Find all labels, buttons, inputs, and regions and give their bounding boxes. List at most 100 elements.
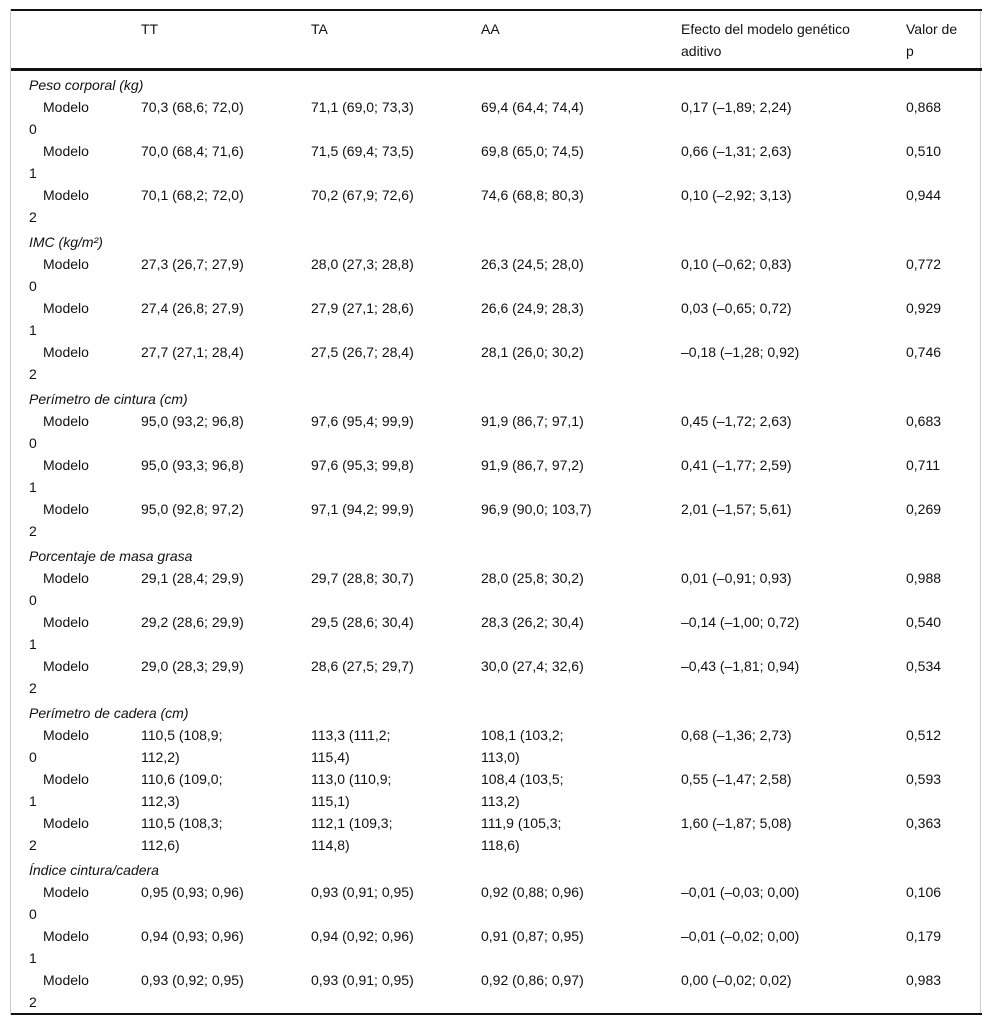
- cell-ta: 71,1 (69,0; 73,3): [311, 99, 414, 115]
- cell-ta: 97,1 (94,2; 99,9): [311, 501, 414, 517]
- cell-p: 0,269: [906, 501, 942, 517]
- cell-tt: 0,93 (0,92; 0,95): [141, 972, 244, 988]
- cell-ta: 27,5 (26,7; 28,4): [311, 344, 414, 360]
- table-row: Modelo 0 27,3 (26,7; 27,9) 28,0 (27,3; 28,…: [11, 253, 982, 297]
- section-title: Porcentaje de masa grasa: [29, 548, 193, 564]
- cell-efecto: –0,43 (–1,81; 0,94): [681, 658, 800, 674]
- cell-tt: 70,0 (68,4; 71,6): [141, 143, 244, 159]
- cell-p: 0,512: [906, 727, 942, 743]
- cell-label: Modelo 0: [29, 256, 89, 294]
- cell-efecto: 0,66 (–1,31; 2,63): [681, 143, 792, 159]
- anthropometry-table: TT TA AA Efecto del modelo genético aditivo…: [11, 9, 982, 1015]
- table-row: Modelo 2 95,0 (92,8; 97,2) 97,1 (94,2; 99,…: [11, 498, 982, 542]
- table-row: Modelo 1 70,0 (68,4; 71,6) 71,5 (69,4; 73,…: [11, 140, 982, 184]
- cell-tt: 29,2 (28,6; 29,9): [141, 614, 244, 630]
- cell-p: 0,593: [906, 771, 942, 787]
- cell-tt: 29,0 (28,3; 29,9): [141, 658, 244, 674]
- table-row: Modelo 2 29,0 (28,3; 29,9) 28,6 (27,5; 29,…: [11, 655, 982, 699]
- cell-label: Modelo 1: [29, 143, 89, 181]
- cell-label: Modelo 1: [29, 771, 89, 809]
- cell-efecto: 0,01 (–0,91; 0,93): [681, 570, 792, 586]
- cell-label: Modelo 2: [29, 658, 89, 696]
- cell-efecto: 0,45 (–1,72; 2,63): [681, 413, 792, 429]
- cell-efecto: –0,18 (–1,28; 0,92): [681, 344, 800, 360]
- section-title: Índice cintura/cadera: [29, 862, 159, 878]
- table-row: Modelo 1 0,94 (0,93; 0,96) 0,94 (0,92; 0,9…: [11, 925, 982, 969]
- cell-tt: 0,95 (0,93; 0,96): [141, 884, 244, 900]
- cell-ta: 70,2 (67,9; 72,6): [311, 187, 414, 203]
- cell-label: Modelo 2: [29, 815, 89, 853]
- cell-p: 0,868: [906, 99, 942, 115]
- cell-aa: 28,0 (25,8; 30,2): [481, 570, 584, 586]
- cell-label: Modelo 0: [29, 99, 89, 137]
- cell-tt: 29,1 (28,4; 29,9): [141, 570, 244, 586]
- cell-p: 0,944: [906, 187, 942, 203]
- section-title: Perímetro de cintura (cm): [29, 391, 188, 407]
- cell-p: 0,363: [906, 815, 942, 831]
- cell-label: Modelo 2: [29, 972, 89, 1010]
- cell-tt: 110,6 (109,0; 112,3): [141, 771, 223, 809]
- cell-label: Modelo 2: [29, 501, 89, 539]
- cell-aa: 91,9 (86,7, 97,2): [481, 457, 584, 473]
- section-row: IMC (kg/m²): [11, 228, 982, 253]
- cell-aa: 108,4 (103,5; 113,2): [481, 771, 564, 809]
- cell-ta: 27,9 (27,1; 28,6): [311, 300, 414, 316]
- table-head: TT TA AA Efecto del modelo genético aditivo…: [11, 10, 982, 71]
- table-row: Modelo 1 27,4 (26,8; 27,9) 27,9 (27,1; 28,…: [11, 297, 982, 341]
- cell-ta: 0,93 (0,91; 0,95): [311, 884, 414, 900]
- cell-ta: 29,7 (28,8; 30,7): [311, 570, 414, 586]
- cell-p: 0,106: [906, 884, 942, 900]
- cell-efecto: 0,55 (–1,47; 2,58): [681, 771, 792, 787]
- cell-p: 0,983: [906, 972, 942, 988]
- cell-label: Modelo 0: [29, 727, 89, 765]
- cell-efecto: 0,10 (–2,92; 3,13): [681, 187, 792, 203]
- cell-p: 0,683: [906, 413, 942, 429]
- cell-tt: 0,94 (0,93; 0,96): [141, 928, 244, 944]
- cell-ta: 112,1 (109,3; 114,8): [311, 815, 393, 853]
- cell-label: Modelo 0: [29, 884, 89, 922]
- cell-aa: 69,8 (65,0; 74,5): [481, 143, 584, 159]
- cell-efecto: 0,41 (–1,77; 2,59): [681, 457, 792, 473]
- cell-tt: 27,7 (27,1; 28,4): [141, 344, 244, 360]
- table-row: Modelo 2 0,93 (0,92; 0,95) 0,93 (0,91; 0,9…: [11, 969, 982, 1014]
- cell-label: Modelo 2: [29, 187, 89, 225]
- cell-label: Modelo 1: [29, 928, 89, 966]
- section-row: Perímetro de cintura (cm): [11, 385, 982, 410]
- cell-efecto: 0,10 (–0,62; 0,83): [681, 256, 792, 272]
- col-header-tt: TT: [141, 10, 311, 71]
- cell-tt: 95,0 (92,8; 97,2): [141, 501, 244, 517]
- cell-efecto: 2,01 (–1,57; 5,61): [681, 501, 792, 517]
- cell-ta: 0,94 (0,92; 0,96): [311, 928, 414, 944]
- section-title: Peso corporal (kg): [29, 77, 144, 93]
- cell-efecto: –0,01 (–0,02; 0,00): [681, 928, 800, 944]
- cell-tt: 95,0 (93,2; 96,8): [141, 413, 244, 429]
- cell-p: 0,746: [906, 344, 942, 360]
- cell-ta: 29,5 (28,6; 30,4): [311, 614, 414, 630]
- section-row: Perímetro de cadera (cm): [11, 699, 982, 724]
- cell-aa: 74,6 (68,8; 80,3): [481, 187, 584, 203]
- cell-aa: 26,3 (24,5; 28,0): [481, 256, 584, 272]
- cell-label: Modelo 1: [29, 614, 89, 652]
- cell-efecto: –0,01 (–0,03; 0,00): [681, 884, 800, 900]
- cell-label: Modelo 1: [29, 300, 89, 338]
- table-row: Modelo 0 70,3 (68,6; 72,0) 71,1 (69,0; 73,…: [11, 96, 982, 140]
- cell-p: 0,929: [906, 300, 942, 316]
- cell-aa: 111,9 (105,3; 118,6): [481, 815, 562, 853]
- table-row: Modelo 0 0,95 (0,93; 0,96) 0,93 (0,91; 0,9…: [11, 881, 982, 925]
- cell-efecto: –0,14 (–1,00; 0,72): [681, 614, 800, 630]
- cell-tt: 70,1 (68,2; 72,0): [141, 187, 244, 203]
- section-row: Porcentaje de masa grasa: [11, 542, 982, 567]
- cell-p: 0,534: [906, 658, 942, 674]
- cell-aa: 91,9 (86,7; 97,1): [481, 413, 584, 429]
- col-header-efecto: Efecto del modelo genético aditivo: [681, 10, 906, 71]
- table-row: Modelo 0 95,0 (93,2; 96,8) 97,6 (95,4; 99,…: [11, 410, 982, 454]
- cell-label: Modelo 0: [29, 570, 89, 608]
- cell-tt: 110,5 (108,9; 112,2): [141, 727, 223, 765]
- table-row: Modelo 0 110,5 (108,9; 112,2) 113,3 (111,2…: [11, 724, 982, 768]
- col-header-aa: AA: [481, 10, 681, 71]
- cell-ta: 97,6 (95,3; 99,8): [311, 457, 414, 473]
- cell-tt: 110,5 (108,3; 112,6): [141, 815, 223, 853]
- cell-aa: 26,6 (24,9; 28,3): [481, 300, 584, 316]
- cell-aa: 69,4 (64,4; 74,4): [481, 99, 584, 115]
